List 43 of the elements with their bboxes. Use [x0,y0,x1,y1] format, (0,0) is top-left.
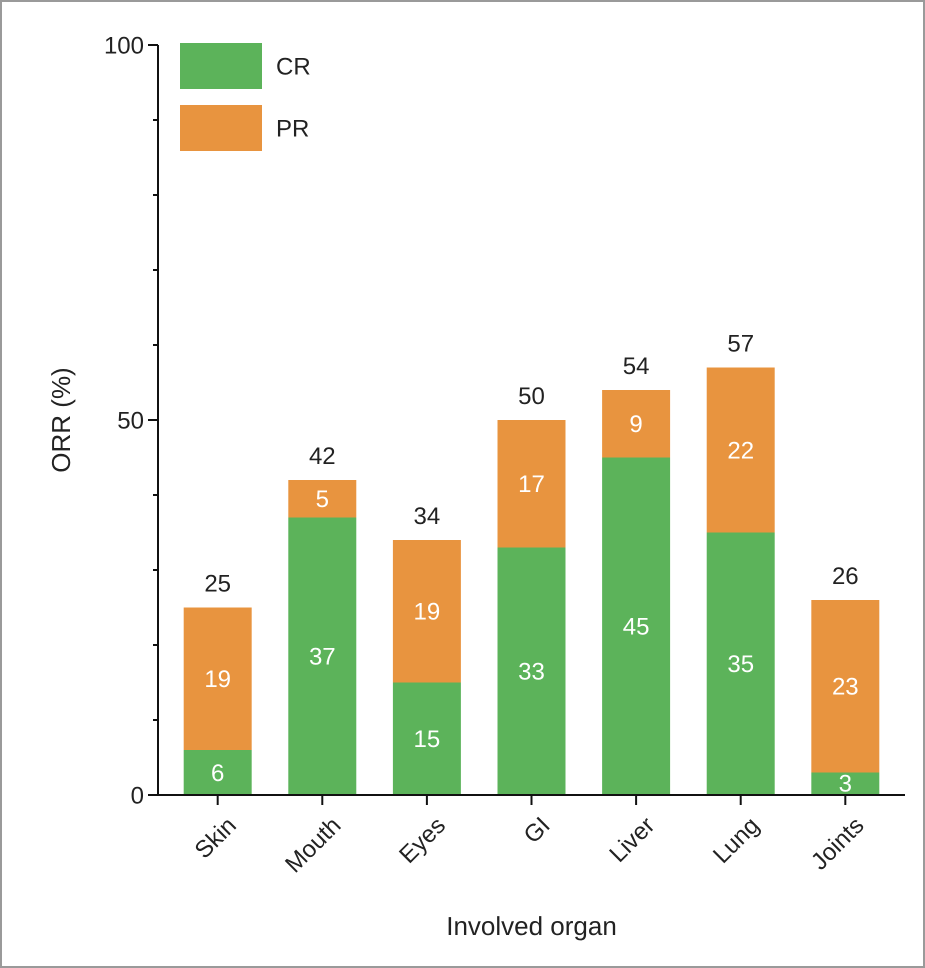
data-label: 6 [211,760,224,787]
bar [498,548,566,795]
data-label: 22 [727,437,754,464]
bar [184,608,252,750]
data-label: 15 [414,726,440,754]
data-label: 17 [518,471,545,498]
data-label: 33 [518,658,545,686]
total-label: 34 [414,503,440,530]
bar [392,682,461,795]
y-tick-label: 0 [130,782,144,810]
bar [184,750,252,795]
bar [392,540,461,682]
bar [498,420,566,548]
total-label: 54 [622,353,650,380]
total-label: 42 [308,443,336,470]
data-label: 23 [832,674,859,701]
total-label: 25 [204,570,232,598]
legend-label: PR [276,115,310,142]
x-tick-label: GI [518,812,556,850]
bar [602,458,670,795]
data-label: 45 [622,614,650,641]
x-tick-label: Skin [190,812,242,864]
data-label: 19 [414,598,440,626]
x-axis-title: Involved organ [446,911,617,941]
data-label: 3 [838,770,852,798]
data-label: 37 [308,644,336,671]
total-label: 57 [727,330,754,358]
bar [706,532,775,795]
total-label: 50 [518,383,545,410]
bar [811,600,880,772]
bar [602,390,670,458]
data-label: 35 [727,651,754,678]
data-label: 19 [204,666,232,694]
bar [706,368,775,532]
data-label: 9 [629,411,643,438]
legend-label: CR [276,53,311,80]
bar [288,518,356,795]
y-tick-label: 100 [104,32,144,60]
bar [288,480,356,518]
data-label: 5 [316,486,329,514]
total-label: 26 [832,563,859,590]
y-tick-label: 50 [117,407,144,434]
y-axis-title: ORR (%) [46,367,76,473]
